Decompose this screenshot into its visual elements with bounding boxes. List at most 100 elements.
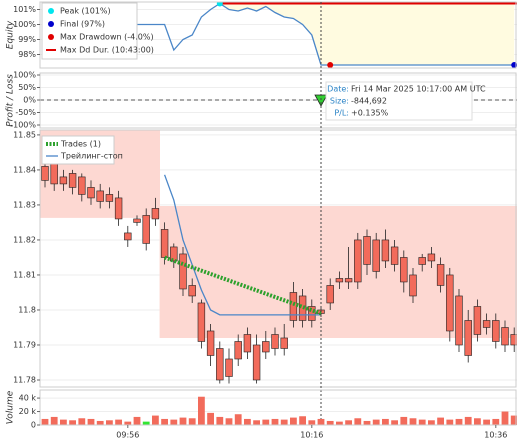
peak-marker bbox=[216, 2, 223, 7]
panel-frame bbox=[39, 1, 517, 69]
candle-body bbox=[87, 187, 95, 199]
candle-body bbox=[308, 306, 316, 321]
candle-body bbox=[262, 341, 270, 353]
volume-bar bbox=[161, 418, 168, 425]
y-tick-label: 11.78 bbox=[13, 375, 36, 384]
y-tick-label: 20 k bbox=[19, 407, 37, 416]
volume-bar bbox=[308, 420, 316, 425]
tooltip-key: Size: bbox=[330, 97, 349, 106]
y-axis-label: Equity bbox=[6, 20, 16, 49]
candle-body bbox=[133, 218, 141, 223]
volume-bar bbox=[317, 418, 325, 425]
trailing-stop-line bbox=[163, 174, 321, 316]
volume-bar bbox=[60, 419, 67, 425]
x-tick-label: 09:56 bbox=[116, 431, 139, 440]
y-axis-label: Volume bbox=[6, 390, 16, 424]
panel bbox=[40, 396, 517, 425]
candle-body bbox=[68, 173, 77, 188]
candle-body bbox=[206, 330, 215, 356]
candle-body bbox=[482, 320, 491, 328]
volume-bar bbox=[234, 414, 242, 425]
volume-bar bbox=[78, 418, 86, 425]
volume-bar bbox=[345, 420, 352, 425]
volume-bar bbox=[262, 419, 270, 425]
volume-bar bbox=[299, 416, 306, 425]
volume-bar bbox=[124, 421, 132, 425]
volume-bar bbox=[244, 418, 251, 425]
tooltip-value: +0.135% bbox=[351, 109, 389, 118]
candle-body bbox=[234, 341, 242, 360]
y-tick-label: 101% bbox=[13, 5, 36, 14]
volume-bar bbox=[198, 396, 205, 425]
y-tick-label: 11.79 bbox=[13, 340, 36, 349]
tooltip-key: P/L: bbox=[334, 109, 349, 118]
y-tick-label: 11.84 bbox=[13, 165, 36, 174]
candle-body bbox=[105, 194, 114, 202]
y-tick-label: -100% bbox=[10, 121, 36, 130]
candle-body bbox=[179, 253, 187, 290]
candle-body bbox=[418, 257, 426, 265]
tooltip bbox=[325, 81, 473, 121]
legend-label: Трейлинг-стоп bbox=[60, 152, 123, 161]
y-tick-label: 40 k bbox=[19, 394, 37, 403]
volume-bar bbox=[336, 421, 343, 425]
volume-bar bbox=[464, 416, 472, 425]
volume-bar bbox=[87, 418, 95, 425]
volume-bar bbox=[382, 418, 389, 425]
volume-bar bbox=[106, 420, 113, 425]
volume-bar bbox=[372, 419, 380, 425]
candle-body bbox=[372, 239, 380, 272]
candle-body bbox=[271, 334, 279, 349]
drawdown-fill bbox=[219, 3, 515, 65]
volume-bar bbox=[188, 418, 196, 425]
volume-bar bbox=[41, 418, 49, 425]
candle-body bbox=[335, 278, 344, 283]
legend bbox=[41, 2, 138, 60]
candle-body bbox=[50, 162, 58, 185]
volume-bar bbox=[391, 420, 398, 425]
y-tick-label: 11.81 bbox=[13, 270, 36, 279]
candle-body bbox=[510, 334, 517, 346]
legend-label: Final (97%) bbox=[60, 20, 105, 29]
volume-bar bbox=[133, 416, 141, 425]
candle-body bbox=[114, 197, 123, 220]
panel bbox=[40, 130, 517, 384]
candle-body bbox=[473, 306, 482, 335]
volume-bar bbox=[271, 418, 279, 425]
candle-body bbox=[197, 302, 206, 342]
legend-label: Max Dd Dur. (10:43:00) bbox=[60, 46, 154, 55]
legend-label: Max Drawdown (-4.0%) bbox=[60, 33, 154, 42]
legend bbox=[41, 135, 115, 165]
candle-body bbox=[78, 176, 86, 195]
candle-body bbox=[400, 257, 408, 283]
candle-body bbox=[344, 278, 353, 283]
volume-bar bbox=[115, 419, 122, 425]
y-tick-label: 0% bbox=[23, 96, 36, 105]
y-tick-label: 100% bbox=[13, 71, 36, 80]
volume-bar bbox=[483, 419, 490, 425]
candle-body bbox=[409, 274, 417, 297]
legend-swatch bbox=[48, 21, 54, 27]
y-tick-label: 99% bbox=[18, 35, 36, 44]
candle-body bbox=[41, 166, 49, 181]
candle-body bbox=[464, 320, 472, 356]
candle-body bbox=[501, 327, 509, 346]
trade-line bbox=[163, 255, 322, 316]
candle-body bbox=[446, 274, 454, 332]
volume-bar bbox=[455, 418, 463, 425]
volume-bar bbox=[50, 416, 58, 425]
panel-frame bbox=[39, 389, 517, 426]
volume-bar bbox=[354, 418, 362, 425]
volume-bar bbox=[280, 419, 288, 425]
candle-body bbox=[280, 337, 288, 349]
candle-body bbox=[151, 208, 160, 220]
volume-bar bbox=[69, 420, 76, 425]
volume-bar bbox=[216, 416, 224, 425]
candle-body bbox=[142, 215, 150, 244]
max_drawdown-marker bbox=[327, 62, 334, 68]
candle-body bbox=[216, 348, 224, 381]
y-tick-label: 11.85 bbox=[13, 130, 36, 139]
legend-label: Trades (1) bbox=[60, 140, 101, 149]
resampled-bar bbox=[159, 205, 517, 338]
y-tick-label: -50% bbox=[15, 108, 36, 117]
